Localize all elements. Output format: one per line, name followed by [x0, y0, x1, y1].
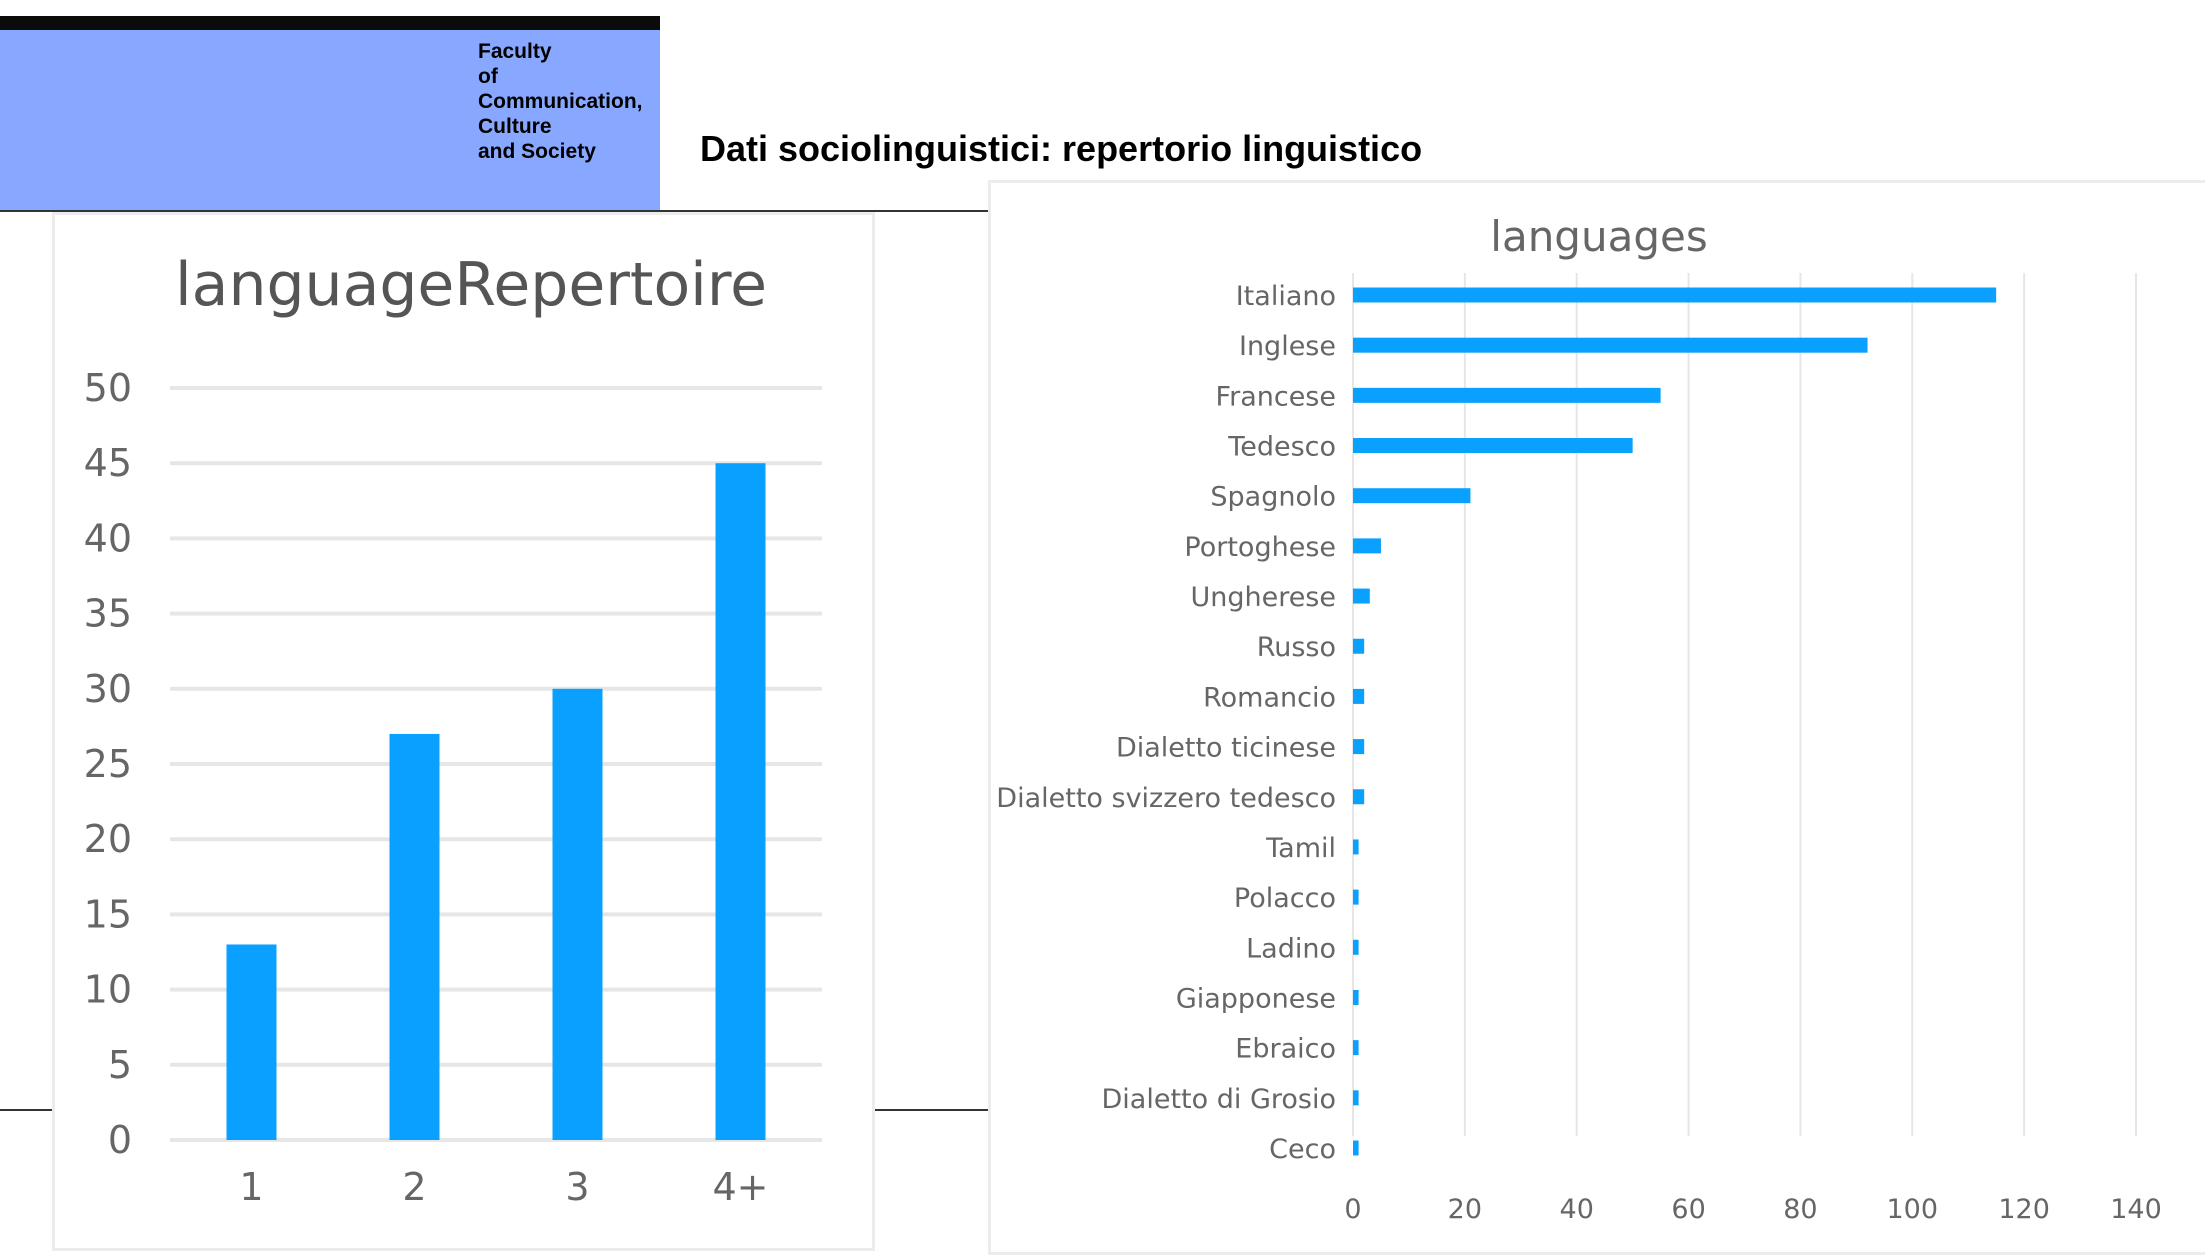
language-repertoire-chart: languageRepertoire 0 5 10 15 20 25 30 35 40 45 50 1 2… — [84, 250, 822, 1209]
bar — [1353, 989, 1359, 1005]
bar — [1353, 337, 1868, 353]
bar — [552, 688, 603, 1140]
bar — [1353, 588, 1370, 604]
category-label: Dialetto di Grosio — [1102, 1084, 1336, 1115]
faculty-name: Faculty of Communication, Culture and So… — [478, 39, 660, 164]
y-tick-label: 30 — [84, 667, 132, 711]
bar — [1353, 1040, 1359, 1056]
bar — [1353, 839, 1359, 855]
category-label: Ebraico — [1235, 1034, 1336, 1065]
bar — [715, 463, 766, 1140]
category-label: Spagnolo — [1210, 482, 1336, 513]
category-label: Ceco — [1269, 1134, 1336, 1165]
category-label: Tamil — [1265, 833, 1336, 864]
y-tick-label: 0 — [108, 1118, 132, 1162]
category-label: Romancio — [1203, 682, 1336, 713]
divider-line-top — [0, 210, 990, 212]
category-label: Giapponese — [1176, 983, 1336, 1014]
category-label: Dialetto svizzero tedesco — [996, 783, 1336, 814]
x-tick-label: 120 — [1998, 1194, 2050, 1225]
bar — [1353, 387, 1661, 403]
bar — [1353, 538, 1381, 554]
x-tick-label: 100 — [1887, 1194, 1939, 1225]
language-repertoire-chart-panel: languageRepertoire 0 5 10 15 20 25 30 35 40 45 50 1 2… — [52, 212, 875, 1251]
x-tick-label: 1 — [239, 1165, 263, 1209]
category-label: Dialetto ticinese — [1116, 733, 1336, 764]
x-tick-label: 140 — [2110, 1194, 2162, 1225]
y-tick-label: 25 — [84, 742, 132, 786]
bar — [1353, 688, 1365, 704]
y-tick-label: 10 — [84, 968, 132, 1012]
category-label: Francese — [1216, 381, 1336, 412]
bar — [226, 944, 277, 1140]
category-label: Russo — [1257, 632, 1336, 663]
x-tick-label: 2 — [402, 1165, 426, 1209]
slide-title: Dati sociolinguistici: repertorio lingui… — [700, 128, 1423, 169]
bar — [1353, 1140, 1359, 1156]
faculty-line: Communication, — [478, 90, 643, 113]
faculty-header-block — [0, 30, 660, 210]
x-tick-label: 80 — [1783, 1194, 1817, 1225]
x-tick-label: 4+ — [712, 1165, 768, 1209]
bar — [1353, 638, 1365, 654]
category-label: Polacco — [1234, 883, 1336, 914]
bar — [1353, 789, 1365, 805]
languages-chart: languages 0 20 40 60 80 100 120 140 Italiano Ingle… — [996, 212, 2162, 1225]
category-label: Ungherese — [1190, 582, 1336, 613]
bar — [1353, 287, 1997, 303]
x-tick-label: 3 — [565, 1165, 589, 1209]
bar — [1353, 889, 1359, 905]
chart-title: languageRepertoire — [175, 250, 767, 320]
x-tick-label: 0 — [1344, 1194, 1361, 1225]
bar — [1353, 438, 1633, 454]
bar — [1353, 488, 1471, 504]
faculty-line: Culture — [478, 115, 552, 138]
bar — [1353, 939, 1359, 955]
category-label: Ladino — [1246, 933, 1336, 964]
bar — [389, 733, 440, 1140]
bar — [1353, 739, 1365, 755]
category-label: Portoghese — [1184, 532, 1336, 563]
y-tick-label: 40 — [84, 516, 132, 560]
header-top-bar — [0, 16, 660, 30]
y-tick-label: 15 — [84, 892, 132, 936]
category-label: Inglese — [1239, 331, 1336, 362]
y-tick-label: 20 — [84, 817, 132, 861]
y-tick-label: 45 — [84, 441, 132, 485]
faculty-line: of — [478, 65, 498, 88]
bar — [1353, 1090, 1359, 1106]
faculty-line: and Society — [478, 140, 596, 163]
category-label: Italiano — [1236, 281, 1336, 312]
chart-title: languages — [1490, 212, 1707, 261]
y-tick-label: 50 — [84, 366, 132, 410]
y-tick-label: 5 — [108, 1043, 132, 1087]
languages-chart-panel: languages 0 20 40 60 80 100 120 140 Italiano Ingle… — [988, 180, 2205, 1255]
x-tick-label: 20 — [1448, 1194, 1482, 1225]
faculty-line: Faculty — [478, 40, 552, 63]
y-tick-label: 35 — [84, 592, 132, 636]
x-tick-label: 40 — [1560, 1194, 1594, 1225]
category-label: Tedesco — [1227, 432, 1336, 463]
x-tick-label: 60 — [1671, 1194, 1705, 1225]
